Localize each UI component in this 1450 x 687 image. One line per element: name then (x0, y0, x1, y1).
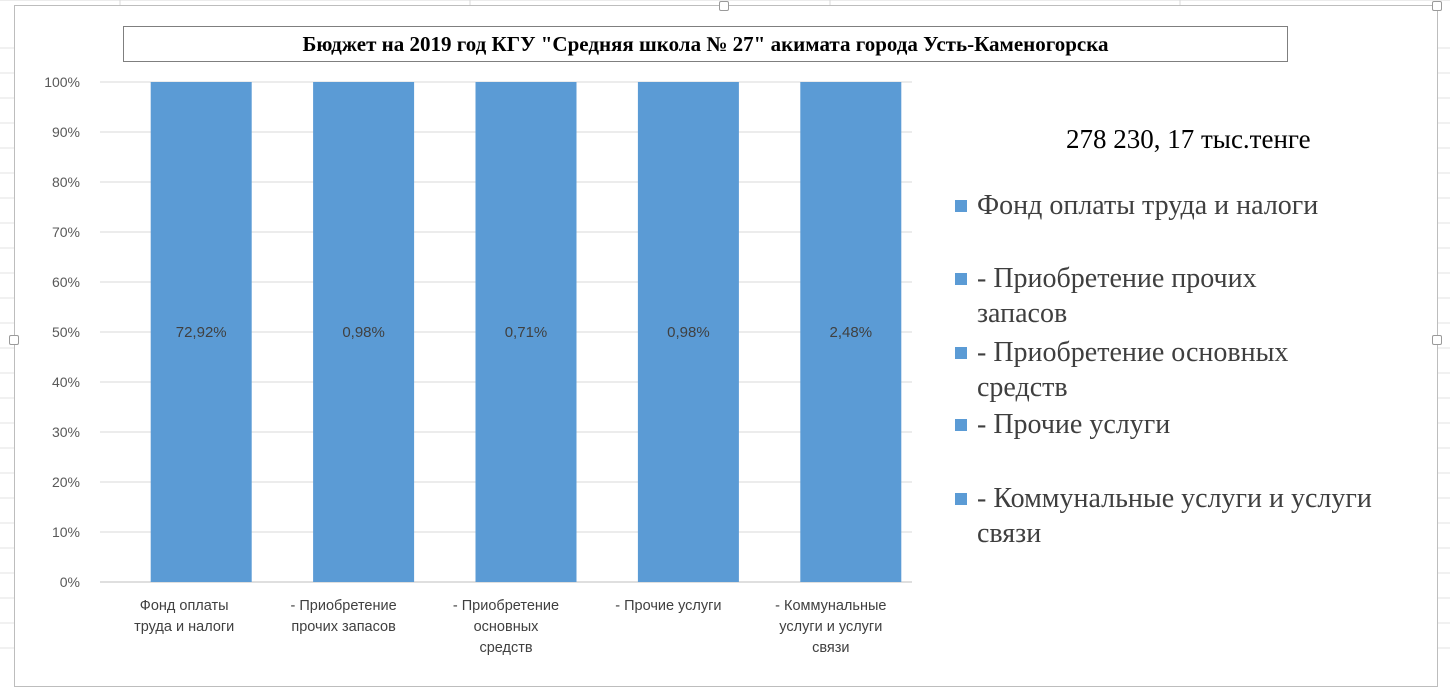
bar (637, 82, 739, 582)
x-tick-label: связи (812, 640, 849, 656)
y-tick-label: 80% (52, 174, 80, 190)
x-tick-label: - Приобретение (291, 598, 397, 614)
legend-swatch-icon (955, 419, 967, 431)
chart-title-box[interactable]: Бюджет на 2019 год КГУ "Средняя школа № … (123, 26, 1288, 62)
y-tick-label: 10% (52, 524, 80, 540)
x-tick-label: Фонд оплаты (140, 598, 229, 614)
legend-swatch-icon (955, 200, 967, 212)
y-tick-label: 60% (52, 274, 80, 290)
resize-handle-top-right[interactable] (1432, 1, 1442, 11)
data-label: 0,98% (342, 324, 385, 341)
legend-label: Фонд оплаты труда и налоги (977, 190, 1319, 221)
y-tick-label: 50% (52, 324, 80, 340)
data-label: 2,48% (830, 324, 873, 341)
bar-plot[interactable]: 0% 10% 20% 30% 40% 50% 60% 70% 80% 90% 100% 72,92%… (0, 0, 1450, 667)
resize-handle-left[interactable] (9, 335, 19, 345)
legend-item[interactable]: - Прочие услуги (955, 407, 1417, 442)
legend-label: - Приобретение основных средств (977, 337, 1289, 403)
legend-swatch-icon (955, 273, 967, 285)
legend-label: - Приобретение прочих запасов (977, 263, 1257, 329)
legend-label: - Прочие услуги (977, 409, 1171, 440)
chart-total-label: 278 230, 17 тыс.тенге (1066, 124, 1311, 154)
x-tick-label: прочих запасов (291, 619, 396, 635)
bar (313, 82, 415, 582)
legend-label: - Коммунальные услуги и услуги связи (977, 483, 1372, 549)
y-tick-label: 100% (44, 74, 80, 90)
legend-swatch-icon (955, 347, 967, 359)
x-tick-label: труда и налоги (134, 619, 234, 635)
x-tick-label: - Коммунальные (775, 598, 886, 614)
y-tick-label: 40% (52, 374, 80, 390)
x-tick-label: услуги и услуги (779, 619, 882, 635)
x-tick-label: основных (474, 619, 540, 635)
resize-handle-right[interactable] (1432, 335, 1442, 345)
bar (150, 82, 252, 582)
legend-item[interactable]: - Коммунальные услуги и услуги связи (955, 481, 1377, 551)
data-label: 72,92% (176, 324, 227, 341)
resize-handle-top[interactable] (719, 1, 729, 11)
legend-item[interactable]: - Приобретение прочих запасов (955, 261, 1337, 331)
y-tick-label: 20% (52, 474, 80, 490)
data-label: 0,71% (505, 324, 548, 341)
y-tick-label: 90% (52, 124, 80, 140)
spreadsheet-gridlines (0, 0, 1450, 649)
y-tick-label: 30% (52, 424, 80, 440)
x-tick-label: средств (479, 640, 532, 656)
y-tick-label: 0% (60, 574, 80, 590)
data-label: 0,98% (667, 324, 710, 341)
bar (800, 82, 902, 582)
x-tick-label: - Прочие услуги (615, 598, 721, 614)
bar (475, 82, 577, 582)
legend-swatch-icon (955, 493, 967, 505)
x-tick-label: - Приобретение (453, 598, 559, 614)
legend-item[interactable]: - Приобретение основных средств (955, 335, 1377, 405)
legend-item[interactable]: Фонд оплаты труда и налоги (955, 188, 1417, 223)
y-tick-label: 70% (52, 224, 80, 240)
chart-title: Бюджет на 2019 год КГУ "Средняя школа № … (302, 31, 1109, 56)
